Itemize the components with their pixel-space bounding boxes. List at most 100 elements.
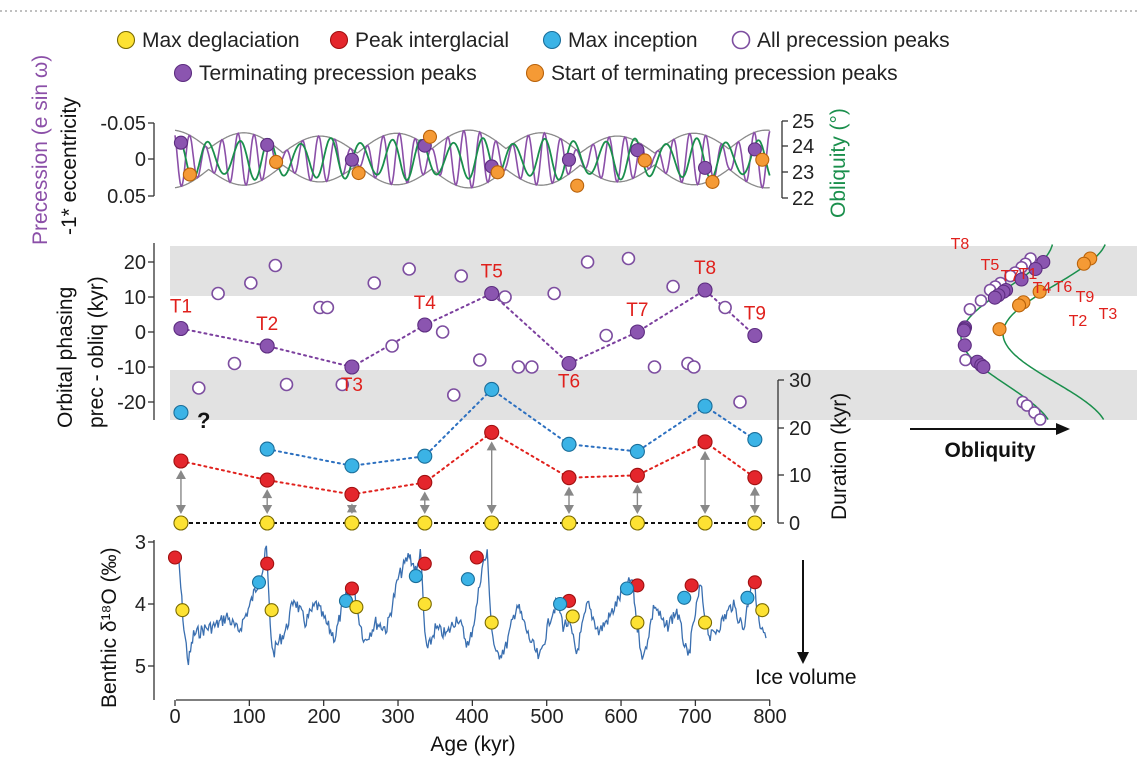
inception-connector [266, 388, 756, 467]
terminating-peak-marker [260, 137, 275, 152]
duration-arrow-head [749, 505, 760, 514]
all-precession-peaks [191, 251, 747, 409]
duration-panel: 30 20 10 0 Duration (kyr) [173, 370, 851, 535]
peak-interglacial-point [629, 467, 645, 483]
max-deglaciation-point [417, 515, 433, 531]
benthic-max-deglaciation [630, 615, 645, 630]
legend-item: Peak interglacial [329, 29, 509, 52]
inset-start-peak [1032, 284, 1047, 299]
precession-peak-point [191, 381, 206, 395]
x-tick-label: 400 [455, 706, 488, 728]
benthic-max-deglaciation [484, 615, 499, 630]
duration-arrow-head [700, 505, 711, 514]
duration-arrow-head [749, 486, 760, 496]
max-deglaciation-point [173, 515, 189, 531]
duration-arrow-head [564, 486, 575, 496]
terminating-peak-point [259, 338, 275, 354]
benthic-max-inception [677, 590, 692, 605]
precession-peak-point [472, 353, 487, 367]
max-deglaciation-point [344, 515, 360, 531]
max-inception-point [344, 458, 360, 474]
benthic-max-inception [553, 596, 568, 612]
legend-marker [542, 30, 562, 50]
benthic-peak-interglacial [417, 556, 432, 571]
precession-peak-point [227, 356, 242, 371]
terminating-peak-marker [747, 142, 762, 157]
benthic-panel: 3 4 5 Benthic δ¹⁸O (‰) Ice volume [98, 532, 857, 708]
precession-peak-point [446, 388, 461, 402]
duration-arrow-head [486, 441, 497, 451]
y-tick-label: 10 [789, 465, 811, 487]
peak-interglacial-point [259, 472, 275, 488]
peak-interglacial-point [344, 486, 360, 502]
inception-uncertain-point [173, 404, 189, 421]
duration-arrow-head [632, 484, 643, 494]
inset-termination-label: T2 [1069, 313, 1088, 330]
duration-arrow-head [419, 505, 430, 514]
duration-arrow-head [346, 505, 357, 514]
duration-arrows [175, 441, 760, 514]
benthic-peak-interglacial [344, 581, 359, 596]
inset-precession-peak [963, 302, 977, 316]
max-deglaciation-point [629, 515, 645, 531]
termination-label: T6 [558, 372, 580, 393]
start-peak-marker [705, 174, 720, 189]
inset-terminating-peak [957, 338, 972, 353]
y-tick-label: 0 [789, 513, 800, 535]
precession-peak-point [367, 276, 382, 290]
orbital-markers [173, 129, 770, 193]
benthic-max-inception [338, 593, 354, 608]
max-inception-point [561, 436, 577, 452]
obliquity-axis-label: Obliquity (°) [827, 108, 850, 218]
benthic-max-deglaciation [697, 615, 713, 630]
precession-peak-point [402, 262, 416, 276]
x-tick-label: 300 [381, 706, 414, 728]
max-deglaciation-point [697, 515, 713, 531]
termination-label: T7 [626, 300, 648, 321]
legend-label: Max inception [568, 29, 698, 52]
precession-peak-point [621, 251, 636, 266]
duration-arrow-head [175, 469, 186, 479]
orbital-panel: -0.05 0 0.05 25 24 23 22 Precession (e s… [29, 55, 850, 245]
legend-label: Start of terminating precession peaks [551, 62, 898, 85]
termination-label: T9 [744, 304, 766, 325]
terminating-peak-point [747, 327, 763, 344]
benthic-max-deglaciation [565, 609, 580, 624]
benthic-axis-label: Benthic δ¹⁸O (‰) [98, 547, 121, 708]
precession-peak-point [580, 255, 595, 269]
benthic-max-deglaciation [349, 600, 364, 615]
duration-arrow-head [486, 505, 497, 514]
terminating-peak-point [697, 282, 713, 298]
start-peak-marker [570, 178, 585, 193]
precession-peak-point [244, 276, 258, 290]
legend-label: Max deglaciation [142, 29, 300, 52]
precession-peak-point [335, 377, 350, 392]
legend-label: Peak interglacial [355, 29, 509, 52]
inset-start-peak [992, 322, 1007, 337]
inset-termination-label: T3 [1099, 306, 1118, 323]
inset-terminating-peak [987, 290, 1002, 305]
duration-markers [173, 381, 763, 531]
y-tick-label: -10 [117, 357, 146, 379]
benthic-d18o-line [174, 545, 767, 666]
max-inception-point [259, 441, 275, 457]
max-inception-point [417, 448, 433, 464]
legend-marker [329, 30, 349, 50]
x-tick-label: 600 [604, 706, 637, 728]
eccentricity-axis-label: -1* eccentricity [58, 97, 81, 235]
terminating-peak-point [561, 355, 577, 372]
precession-peak-point [454, 269, 469, 283]
peak-interglacial-point [173, 453, 189, 469]
benthic-max-deglaciation [175, 603, 190, 618]
duration-axis-label: Duration (kyr) [828, 393, 851, 520]
peak-interglacial-point [484, 424, 500, 440]
precession-peak-point [268, 258, 283, 273]
max-deglaciation-point [561, 515, 577, 531]
legend: Max deglaciation Peak interglacial Max i… [116, 29, 950, 85]
inset-termination-label: T5 [981, 257, 1000, 274]
inset-termination-label: T8 [951, 236, 970, 253]
benthic-max-deglaciation [417, 596, 432, 612]
legend-marker [525, 63, 545, 83]
obliquity-axis: 25 24 23 22 [781, 111, 814, 210]
